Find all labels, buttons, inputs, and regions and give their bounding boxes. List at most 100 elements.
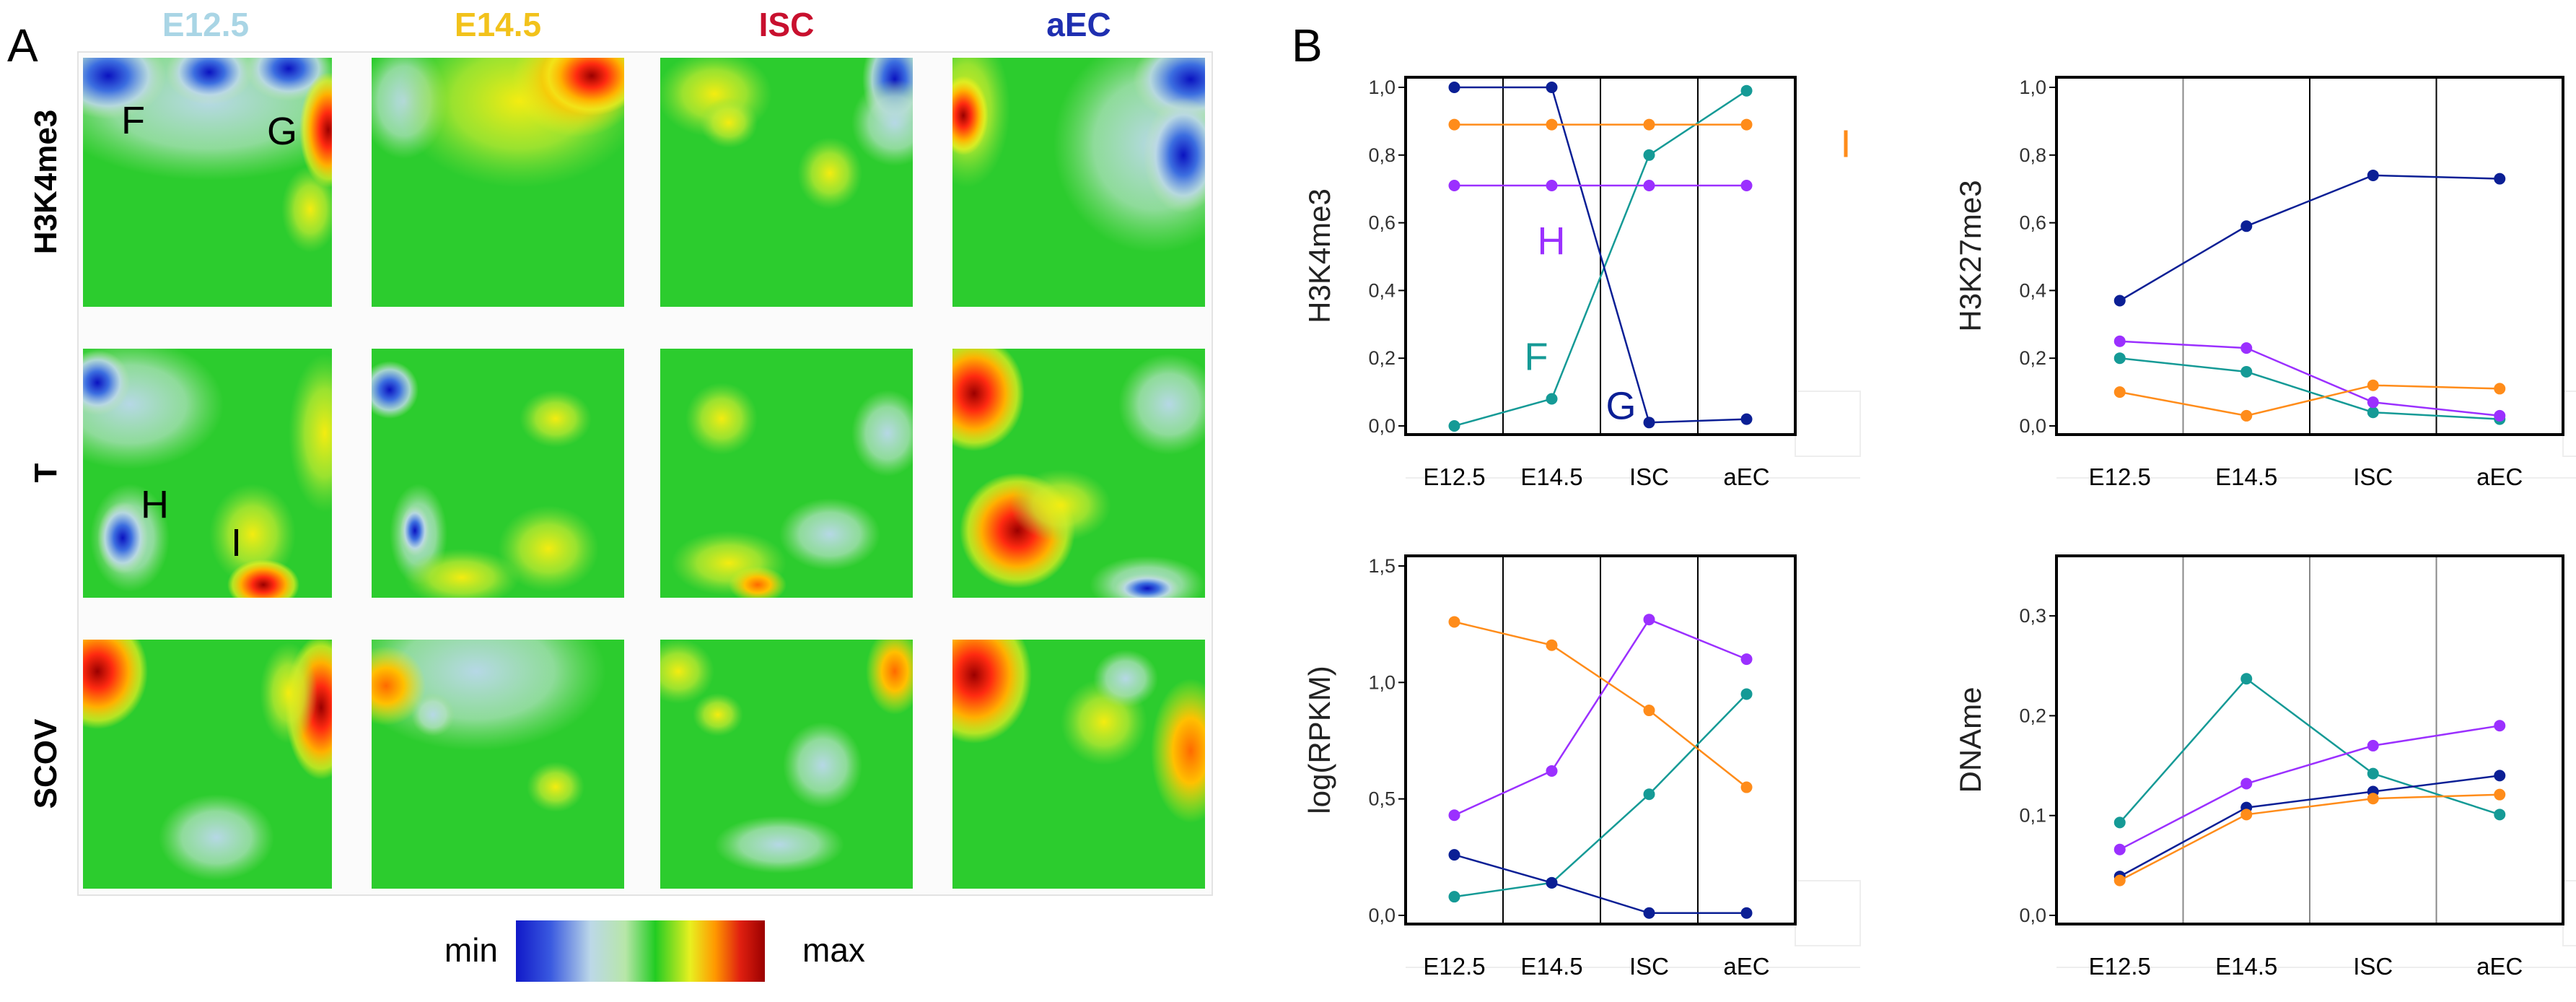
data-point-f xyxy=(1740,688,1753,700)
y-tick-label: 0,2 xyxy=(1368,347,1396,369)
column-label-aec: aEC xyxy=(1046,6,1110,43)
y-tick-label: 0,2 xyxy=(2019,705,2046,726)
data-point-f xyxy=(2494,809,2506,821)
data-point-g xyxy=(2367,169,2379,181)
y-tick-label: 0,8 xyxy=(2019,144,2046,166)
spot-label-f: F xyxy=(121,99,145,142)
data-point-g xyxy=(1448,82,1460,93)
data-point-f xyxy=(1643,149,1655,161)
y-tick-label: 0,3 xyxy=(2019,605,2046,627)
data-point-g xyxy=(1740,907,1753,919)
data-point-g xyxy=(2494,770,2506,782)
color-scale-bar xyxy=(516,920,765,982)
data-point-i xyxy=(1546,639,1558,651)
x-tick-label: aEC xyxy=(1723,953,1769,980)
y-tick-label: 0,1 xyxy=(2019,805,2046,827)
column-label-e14-5: E14.5 xyxy=(455,6,541,43)
heatmap-scov-isc xyxy=(660,640,913,889)
series-annotation-f: F xyxy=(1525,335,1548,378)
data-point-g xyxy=(1643,417,1655,429)
x-tick-label: E14.5 xyxy=(2215,953,2277,980)
y-tick-label: 1,0 xyxy=(1368,77,1396,98)
y-tick-label: 1,0 xyxy=(1368,671,1396,693)
row-label-t: T xyxy=(28,463,63,482)
data-point-h xyxy=(2494,409,2506,422)
y-axis-label: log(RPKM) xyxy=(1302,666,1336,814)
column-label-e12-5: E12.5 xyxy=(162,6,249,43)
data-point-f xyxy=(1448,420,1460,432)
row-label-h3k4me3: H3K4me3 xyxy=(28,110,63,255)
data-point-h xyxy=(1643,614,1655,626)
data-point-h xyxy=(2113,843,2126,855)
heatmap-scov-e14-5 xyxy=(372,640,624,889)
data-point-g xyxy=(2494,173,2506,185)
spot-label-g: G xyxy=(267,110,297,153)
data-point-f xyxy=(2240,673,2253,685)
heatmap-t-e14-5 xyxy=(372,349,624,598)
row-label-scov: SCOV xyxy=(28,718,63,809)
series-line-f xyxy=(1454,693,1748,898)
data-point-g xyxy=(2113,295,2126,307)
heatmap-t-isc xyxy=(660,349,913,598)
y-axis-label: H3K27me3 xyxy=(1953,180,1987,331)
heatmap-h3k4me3-isc xyxy=(660,58,913,307)
data-point-i xyxy=(2240,809,2253,821)
data-point-f xyxy=(2113,352,2126,365)
line-chart-4: 0,0 0,1 0,2 0,3 E12.5 E14.5 ISC aEC DNAme xyxy=(1953,554,2576,980)
data-point-i xyxy=(2113,874,2126,886)
data-point-h xyxy=(2367,396,2379,409)
y-tick-label: 0,5 xyxy=(1368,788,1396,810)
series-line-f xyxy=(1454,90,1748,427)
x-tick-label: aEC xyxy=(2476,463,2523,490)
data-point-g xyxy=(1643,907,1655,919)
x-tick-label: aEC xyxy=(1723,463,1769,490)
series-line-i xyxy=(2119,384,2500,417)
line-chart-3: 0,0 0,5 1,0 1,5 E12.5 E14.5 ISC aEC log(RPKM) xyxy=(1302,554,1861,980)
y-tick-label: 0,0 xyxy=(2019,415,2046,437)
x-tick-label: ISC xyxy=(1629,463,1669,490)
data-point-i xyxy=(1643,705,1655,717)
x-tick-label: E14.5 xyxy=(1520,463,1582,490)
x-tick-label: E12.5 xyxy=(1423,463,1485,490)
panel-b-charts: 0,0 0,2 0,4 0,6 0,8 1,0 E12.5 E14.5 ISC aEC H3K4me… xyxy=(1302,76,2576,980)
data-point-i xyxy=(1546,118,1558,131)
series-line-g xyxy=(1454,853,1747,915)
data-point-h xyxy=(2240,777,2253,790)
panel-b-letter: B xyxy=(1292,19,1323,71)
y-tick-label: 1,0 xyxy=(2019,77,2046,98)
data-point-h xyxy=(1448,809,1460,822)
data-point-i xyxy=(2113,386,2126,398)
line-chart-1: 0,0 0,2 0,4 0,6 0,8 1,0 E12.5 E14.5 ISC aEC H3K4me… xyxy=(1302,76,1861,490)
series-line-g xyxy=(1454,86,1747,424)
data-point-g xyxy=(1740,413,1753,425)
scale-min-label: min xyxy=(444,931,498,969)
heatmap-scov-e12-5 xyxy=(83,640,332,889)
data-point-i xyxy=(2367,793,2379,805)
series-line-g xyxy=(2119,174,2500,302)
spot-label-h: H xyxy=(141,483,169,526)
y-tick-label: 0,6 xyxy=(2019,212,2046,234)
data-point-h xyxy=(1740,180,1753,192)
data-point-f xyxy=(2240,365,2253,378)
column-label-isc: ISC xyxy=(759,6,815,43)
data-point-f xyxy=(1740,84,1753,97)
data-point-i xyxy=(1448,118,1460,131)
series-line-i xyxy=(1454,621,1748,788)
x-tick-label: E12.5 xyxy=(1423,953,1485,980)
data-point-f xyxy=(1546,393,1558,405)
series-annotation-i: I xyxy=(1841,123,1852,166)
data-point-f xyxy=(2367,406,2379,419)
data-point-i xyxy=(2367,379,2379,391)
data-point-g xyxy=(1546,82,1558,93)
x-tick-label: E12.5 xyxy=(2089,463,2151,490)
chart-frame xyxy=(1404,554,1797,925)
data-point-g xyxy=(1546,876,1558,889)
data-point-g xyxy=(1448,849,1460,861)
series-line-i xyxy=(2119,793,2500,881)
data-point-h xyxy=(1448,180,1460,192)
data-point-f xyxy=(2367,767,2379,780)
data-point-h xyxy=(1546,180,1558,192)
y-tick-label: 0,0 xyxy=(1368,415,1396,437)
y-tick-label: 0,6 xyxy=(1368,212,1396,234)
heatmap-h3k4me3-e14-5 xyxy=(372,58,624,307)
